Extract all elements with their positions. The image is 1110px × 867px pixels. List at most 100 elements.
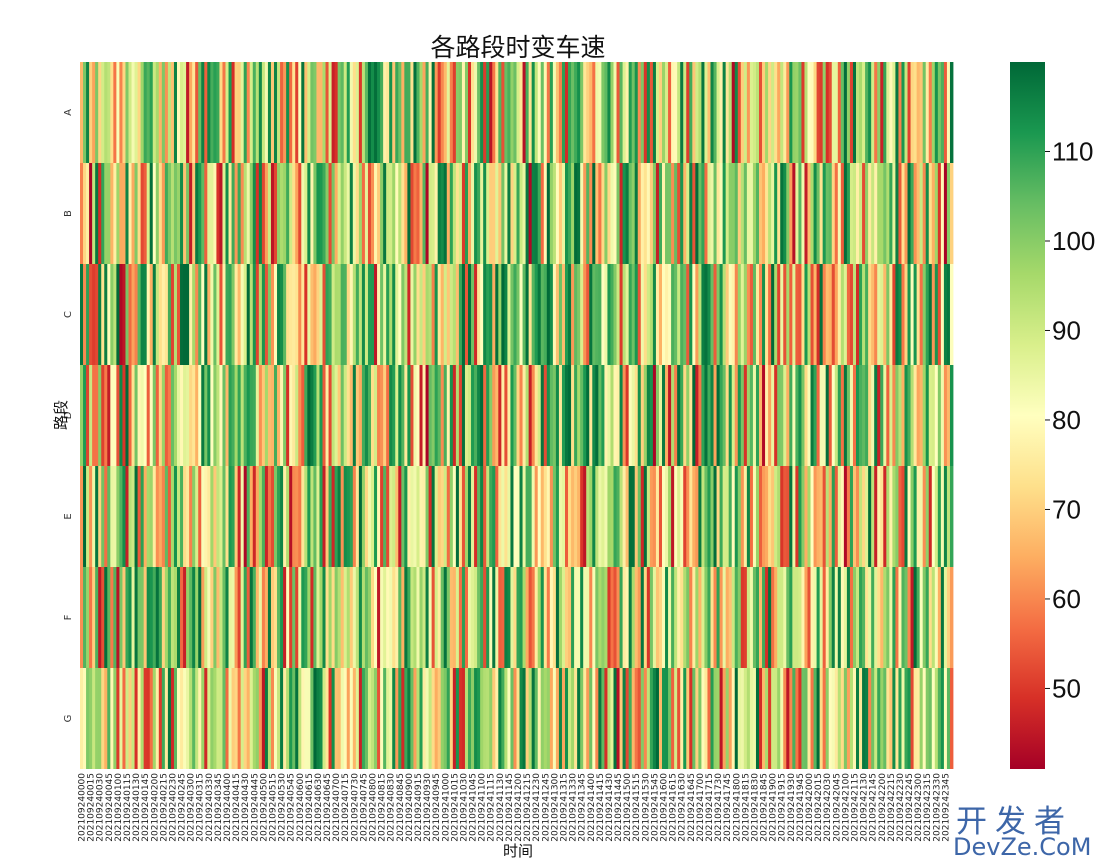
heatmap-cell-B-0 xyxy=(80,163,84,264)
watermark-english: DevZe.CoM xyxy=(953,833,1092,861)
heatmap-cell-D-106 xyxy=(401,365,405,466)
heatmap-cell-F-45 xyxy=(216,567,220,668)
heatmap-cell-A-75 xyxy=(307,62,311,163)
col-tick-202109241915: 202109241915 xyxy=(778,773,788,842)
col-tick-202109240130: 202109240130 xyxy=(132,773,142,842)
heatmap-cell-F-58 xyxy=(255,567,260,668)
heatmap-cell-C-193 xyxy=(665,264,669,365)
heatmap-cell-A-41 xyxy=(204,62,208,163)
heatmap-cell-D-69 xyxy=(289,365,293,466)
heatmap-cell-G-257 xyxy=(859,668,863,769)
heatmap-cell-E-188 xyxy=(649,466,654,567)
heatmap-cell-G-194 xyxy=(668,668,672,769)
heatmap-cell-B-40 xyxy=(201,163,205,264)
heatmap-cell-A-134 xyxy=(486,62,490,163)
heatmap-cell-F-242 xyxy=(813,567,817,668)
heatmap-cell-G-230 xyxy=(777,668,781,769)
heatmap-cell-A-195 xyxy=(671,62,675,163)
heatmap-cell-B-282 xyxy=(934,163,939,264)
heatmap-cell-G-255 xyxy=(852,668,857,769)
heatmap-cell-C-55 xyxy=(246,264,251,365)
heatmap-cell-D-268 xyxy=(892,365,896,466)
heatmap-cell-F-232 xyxy=(783,567,787,668)
heatmap-cell-A-67 xyxy=(283,62,287,163)
heatmap-cell-D-181 xyxy=(628,365,633,466)
heatmap-cell-C-152 xyxy=(540,264,545,365)
heatmap-cell-A-133 xyxy=(483,62,487,163)
heatmap-cell-F-24 xyxy=(152,567,157,668)
heatmap-cell-G-209 xyxy=(713,668,717,769)
heatmap-cell-F-225 xyxy=(762,567,766,668)
col-tick-202109240145: 202109240145 xyxy=(141,773,151,842)
heatmap-cell-A-229 xyxy=(774,62,778,163)
heatmap-cell-C-198 xyxy=(680,264,684,365)
heatmap-cell-C-71 xyxy=(295,264,299,365)
heatmap-cell-G-59 xyxy=(258,668,263,769)
heatmap-cell-B-215 xyxy=(731,163,736,264)
heatmap-cell-A-199 xyxy=(683,62,687,163)
heatmap-cell-C-245 xyxy=(822,264,827,365)
heatmap-cell-F-167 xyxy=(586,567,590,668)
heatmap-cell-D-174 xyxy=(607,365,611,466)
heatmap-cell-F-33 xyxy=(180,567,184,668)
heatmap-cell-A-42 xyxy=(207,62,211,163)
heatmap-cell-E-148 xyxy=(528,466,533,567)
heatmap-cell-G-203 xyxy=(695,668,699,769)
heatmap-cell-D-266 xyxy=(886,365,890,466)
heatmap-cell-B-207 xyxy=(707,163,711,264)
heatmap-cell-E-11 xyxy=(113,466,117,567)
heatmap-cell-G-286 xyxy=(946,668,951,769)
heatmap-cell-A-20 xyxy=(140,62,145,163)
heatmap-cell-G-245 xyxy=(822,668,827,769)
heatmap-cell-B-139 xyxy=(501,163,505,264)
heatmap-cell-E-170 xyxy=(595,466,599,567)
heatmap-cell-F-147 xyxy=(525,567,530,668)
heatmap-cell-A-80 xyxy=(322,62,326,163)
heatmap-cell-C-139 xyxy=(501,264,505,365)
heatmap-cell-D-167 xyxy=(586,365,590,466)
heatmap-cell-F-106 xyxy=(401,567,405,668)
heatmap-cell-E-56 xyxy=(249,466,254,567)
heatmap-cell-A-10 xyxy=(110,62,114,163)
heatmap-cell-D-177 xyxy=(616,365,620,466)
heatmap-cell-G-111 xyxy=(416,668,420,769)
heatmap-cell-B-285 xyxy=(943,163,948,264)
heatmap-cell-B-48 xyxy=(225,163,229,264)
heatmap-cell-C-99 xyxy=(380,264,384,365)
heatmap-cell-F-233 xyxy=(786,567,790,668)
heatmap-cell-E-220 xyxy=(746,466,751,567)
heatmap-cell-B-132 xyxy=(480,163,484,264)
heatmap-cell-G-170 xyxy=(595,668,599,769)
heatmap-cell-F-272 xyxy=(904,567,908,668)
heatmap-cell-B-41 xyxy=(204,163,208,264)
heatmap-cell-B-76 xyxy=(310,163,314,264)
heatmap-cell-C-33 xyxy=(180,264,184,365)
heatmap-cell-G-196 xyxy=(674,668,678,769)
heatmap-cell-D-71 xyxy=(295,365,299,466)
heatmap-cell-A-58 xyxy=(255,62,260,163)
col-tick-202109241700: 202109241700 xyxy=(696,773,706,842)
heatmap-cell-E-149 xyxy=(531,466,536,567)
heatmap-cell-F-205 xyxy=(701,567,705,668)
col-tick-202109242000: 202109242000 xyxy=(805,773,815,842)
heatmap-cell-A-253 xyxy=(846,62,851,163)
heatmap-cell-G-47 xyxy=(222,668,226,769)
heatmap-cell-G-55 xyxy=(246,668,251,769)
heatmap-cell-D-278 xyxy=(922,365,927,466)
heatmap-cells xyxy=(80,62,954,769)
heatmap-cell-A-255 xyxy=(852,62,857,163)
heatmap-cell-D-225 xyxy=(762,365,766,466)
heatmap-cell-G-179 xyxy=(622,668,627,769)
heatmap-cell-C-82 xyxy=(328,264,332,365)
heatmap-cell-G-50 xyxy=(231,668,235,769)
heatmap-cell-G-192 xyxy=(662,668,666,769)
heatmap-cell-G-141 xyxy=(507,668,511,769)
col-tick-202109240045: 202109240045 xyxy=(105,773,115,842)
heatmap-cell-D-11 xyxy=(113,365,117,466)
heatmap-cell-F-212 xyxy=(722,567,727,668)
heatmap-cell-E-268 xyxy=(892,466,896,567)
heatmap-cell-D-287 xyxy=(949,365,954,466)
heatmap-cell-D-237 xyxy=(798,365,802,466)
heatmap-cell-D-191 xyxy=(658,365,663,466)
heatmap-cell-F-34 xyxy=(183,567,187,668)
